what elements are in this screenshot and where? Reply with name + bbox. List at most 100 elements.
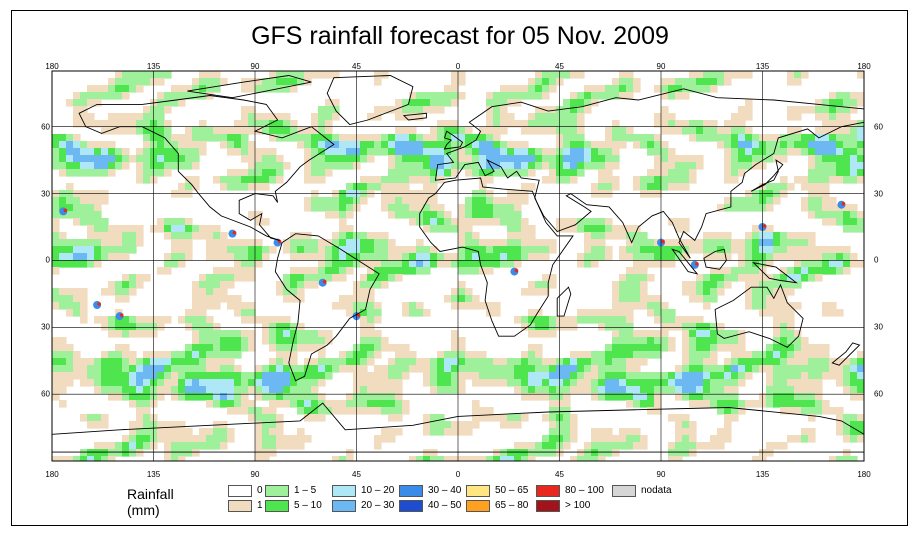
rain-cell (311, 127, 319, 135)
rain-cell (472, 218, 480, 226)
rain-cell (416, 204, 424, 212)
rain-cell (521, 225, 529, 233)
rain-cell (108, 351, 116, 359)
rain-cell (409, 260, 417, 268)
rain-cell (192, 330, 200, 338)
rain-cell (157, 155, 165, 163)
rain-cell (269, 435, 277, 443)
rain-cell (486, 106, 494, 114)
rain-cell (822, 127, 830, 135)
rain-cell (682, 78, 690, 86)
rain-cell (773, 197, 781, 205)
rain-cell (766, 260, 774, 268)
rain-cell (857, 372, 864, 380)
rain-cell (220, 239, 228, 247)
rain-cell (787, 288, 795, 296)
rain-cell (822, 407, 830, 415)
rain-cell (381, 407, 389, 415)
rain-cell (416, 239, 424, 247)
rain-cell (780, 400, 788, 408)
rain-cell (220, 428, 228, 436)
rain-cell (773, 323, 781, 331)
rain-cell (374, 372, 382, 380)
rain-cell (479, 372, 487, 380)
rain-cell (640, 281, 648, 289)
rain-cell (619, 365, 627, 373)
rain-cell (143, 400, 151, 408)
rain-cell (822, 344, 830, 352)
rain-cell (346, 232, 354, 240)
longitude-tick-top: 45 (352, 62, 361, 71)
rain-cell (388, 274, 396, 282)
rain-cell (745, 197, 753, 205)
rain-cell (605, 316, 613, 324)
rain-cell (661, 106, 669, 114)
rain-cell (388, 239, 396, 247)
rain-cell (731, 127, 739, 135)
rain-cell (339, 358, 347, 366)
rain-cell (493, 218, 501, 226)
rain-cell (472, 148, 480, 156)
rain-cell (108, 113, 116, 121)
rain-cell (521, 92, 529, 100)
rain-cell (822, 211, 830, 219)
rain-cell (598, 92, 606, 100)
rain-cell (206, 386, 214, 394)
rain-cell (367, 407, 375, 415)
rain-cell (780, 393, 788, 401)
rain-cell (339, 267, 347, 275)
rain-cell (619, 428, 627, 436)
rain-cell (80, 211, 88, 219)
rain-cell (430, 358, 438, 366)
rain-cell (591, 309, 599, 317)
rain-cell (626, 78, 634, 86)
rain-cell (850, 169, 858, 177)
rain-cell (682, 365, 690, 373)
rain-cell (745, 260, 753, 268)
rain-cell (829, 218, 837, 226)
rain-cell (717, 337, 725, 345)
rain-cell (612, 127, 620, 135)
rain-cell (794, 281, 802, 289)
rain-cell (563, 120, 571, 128)
rain-cell (654, 134, 662, 142)
rain-cell (122, 113, 130, 121)
rain-cell (528, 456, 536, 461)
rain-cell (101, 365, 109, 373)
rain-cell (437, 456, 445, 461)
rain-cell (675, 449, 683, 457)
rain-cell (276, 120, 284, 128)
rain-cell (87, 239, 95, 247)
rain-cell (178, 92, 186, 100)
rain-cell (178, 358, 186, 366)
rain-cell (577, 113, 585, 121)
rain-cell (402, 113, 410, 121)
rain-cell (591, 442, 599, 450)
rain-cell (262, 393, 270, 401)
rain-cell (633, 302, 641, 310)
rain-cell (395, 267, 403, 275)
rain-cell (416, 456, 424, 461)
rain-cell (857, 421, 864, 429)
rain-cell (500, 456, 508, 461)
rain-cell (444, 148, 452, 156)
rain-cell (318, 127, 326, 135)
rain-cell (220, 386, 228, 394)
rain-cell (262, 428, 270, 436)
rain-cell (542, 85, 550, 93)
rain-cell (416, 169, 424, 177)
rain-cell (570, 358, 578, 366)
rain-cell (745, 253, 753, 261)
rain-cell (787, 239, 795, 247)
rain-cell (780, 309, 788, 317)
rain-cell (479, 302, 487, 310)
rain-cell (346, 225, 354, 233)
rain-cell (52, 148, 60, 156)
rain-cell (108, 162, 116, 170)
rain-cell (794, 302, 802, 310)
rain-cell (843, 414, 851, 422)
rain-cell (374, 106, 382, 114)
rain-cell (507, 225, 515, 233)
rain-cell (717, 435, 725, 443)
rain-cell (122, 288, 130, 296)
